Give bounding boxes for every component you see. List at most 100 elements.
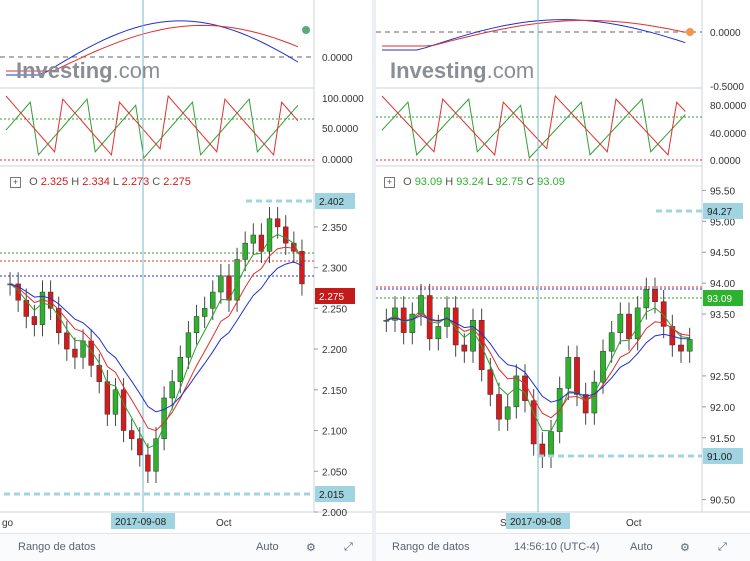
osc-tick-label: 0.0000	[322, 53, 353, 64]
candle-body	[478, 320, 485, 370]
price-tick-label: 92.00	[710, 403, 735, 414]
candle-body	[299, 251, 305, 285]
o-label: O	[403, 176, 412, 188]
candle-body	[392, 307, 398, 321]
signal-line	[6, 24, 299, 72]
range-button[interactable]: Rango de datos	[18, 541, 96, 553]
stoch-k-line	[5, 97, 299, 160]
h-label: H	[445, 176, 454, 188]
candle-body	[487, 369, 494, 395]
last-price-tag-bg	[315, 288, 355, 304]
osc-tick-label: -0.5000	[710, 82, 744, 93]
h-label: H	[71, 176, 80, 188]
candle-body	[161, 397, 167, 439]
candle-body	[64, 332, 70, 350]
crosshair-date-label: 2017-09-08	[115, 517, 167, 528]
chart-right-svg[interactable]: 0.0000 -0.5000 80.0000 40.0000 0.0000 95.50 95…	[376, 0, 750, 534]
stoch-tick-label: 80.0000	[710, 101, 747, 112]
candle-body	[652, 289, 658, 302]
investing-watermark: Investing.com	[16, 58, 161, 83]
price-tick-label: 94.50	[710, 248, 735, 259]
candle-body	[210, 291, 216, 309]
o-label: O	[29, 176, 38, 188]
price-tick-label: 92.50	[710, 372, 735, 383]
auto-button[interactable]: Auto	[256, 541, 279, 553]
xaxis-label: Oct	[216, 518, 232, 529]
candle-body	[530, 400, 537, 445]
candle-body	[539, 443, 546, 457]
l-label: L	[112, 176, 119, 188]
candle-body	[120, 389, 127, 431]
candle-body	[435, 326, 442, 340]
candle-body	[104, 381, 111, 415]
candle-body	[409, 313, 416, 333]
price-tick-label: 2.350	[322, 223, 347, 234]
bottom-toolbar: Rango de datos 14:56:10 (UTC-4) Auto ⚙ ⤢	[376, 533, 750, 561]
candle-body	[548, 431, 554, 457]
candle-body	[574, 357, 580, 395]
price-tick-label: 2.250	[322, 304, 347, 315]
price-tick-label: 93.50	[710, 310, 735, 321]
l-label: L	[486, 176, 493, 188]
candle-body	[153, 438, 159, 472]
price-tick-label: 2.150	[322, 386, 347, 397]
fullscreen-icon[interactable]: ⤢	[718, 541, 727, 553]
low-price-tag-bg	[703, 448, 743, 464]
c-label: C	[152, 176, 161, 188]
range-button[interactable]: Rango de datos	[392, 541, 470, 553]
c-value: 2.275	[163, 176, 191, 188]
xaxis-label: go	[2, 518, 14, 529]
candle-body	[496, 394, 502, 420]
price-tick-label: 2.200	[322, 345, 347, 356]
candle-body	[193, 316, 200, 334]
high-price-tag-bg	[703, 203, 743, 219]
l-value: 2.273	[121, 176, 150, 188]
candle-body	[470, 320, 476, 352]
candle-body	[686, 339, 693, 352]
last-price-tag-bg	[703, 290, 743, 306]
gear-icon[interactable]: ⚙	[306, 542, 316, 554]
ma-fast	[386, 307, 690, 432]
fullscreen-icon[interactable]: ⤢	[344, 541, 353, 553]
high-price-tag-bg	[315, 193, 355, 209]
investing-watermark: Investing.com	[390, 58, 535, 83]
high-price-tag: 2.402	[319, 197, 344, 208]
ohlc-legend: + O 2.325 H 2.334 L 2.273 C 2.275	[10, 176, 191, 188]
ohlc-legend: + O 93.09 H 93.24 L 92.75 C 93.09	[384, 176, 565, 188]
h-value: 93.24	[456, 176, 484, 188]
candle-body	[565, 357, 572, 389]
stoch-tick-label: 0.0000	[710, 156, 741, 167]
candle-body	[266, 218, 273, 252]
last-price-tag: 93.09	[707, 294, 732, 305]
low-price-tag-bg	[315, 486, 355, 502]
candle-body	[169, 381, 175, 399]
low-price-tag: 2.015	[319, 490, 344, 501]
ma-mid	[386, 312, 690, 419]
c-label: C	[526, 176, 535, 188]
chart-panel-left[interactable]: 0.0000 100.0000 50.0000 0.0000 2.350 2.300 2.2…	[0, 0, 372, 561]
price-tick-label: 2.050	[322, 467, 347, 478]
time-readout: 14:56:10 (UTC-4)	[514, 541, 600, 553]
plus-icon[interactable]: +	[10, 177, 21, 188]
candle-body	[283, 226, 289, 244]
status-dot	[686, 28, 694, 36]
candle-body	[617, 313, 624, 333]
candle-body	[177, 356, 184, 382]
gear-icon[interactable]: ⚙	[680, 542, 690, 554]
price-tick-label: 94.00	[710, 279, 735, 290]
auto-button[interactable]: Auto	[630, 541, 653, 553]
chart-panel-right[interactable]: 0.0000 -0.5000 80.0000 40.0000 0.0000 95.50 95…	[376, 0, 750, 561]
plus-icon[interactable]: +	[384, 177, 395, 188]
chart-left-svg[interactable]: 0.0000 100.0000 50.0000 0.0000 2.350 2.300 2.2…	[0, 0, 372, 534]
ma-fast	[9, 233, 303, 449]
c-value: 93.09	[537, 176, 565, 188]
candle-body	[678, 344, 684, 352]
candle-body	[504, 406, 511, 420]
candle-body	[201, 308, 208, 317]
candle-body	[39, 291, 46, 325]
candle-body	[145, 454, 151, 472]
stoch-d-line	[381, 94, 686, 156]
price-tick-label: 2.300	[322, 264, 347, 275]
stoch-tick-label: 100.0000	[322, 94, 364, 105]
o-value: 2.325	[40, 176, 69, 188]
